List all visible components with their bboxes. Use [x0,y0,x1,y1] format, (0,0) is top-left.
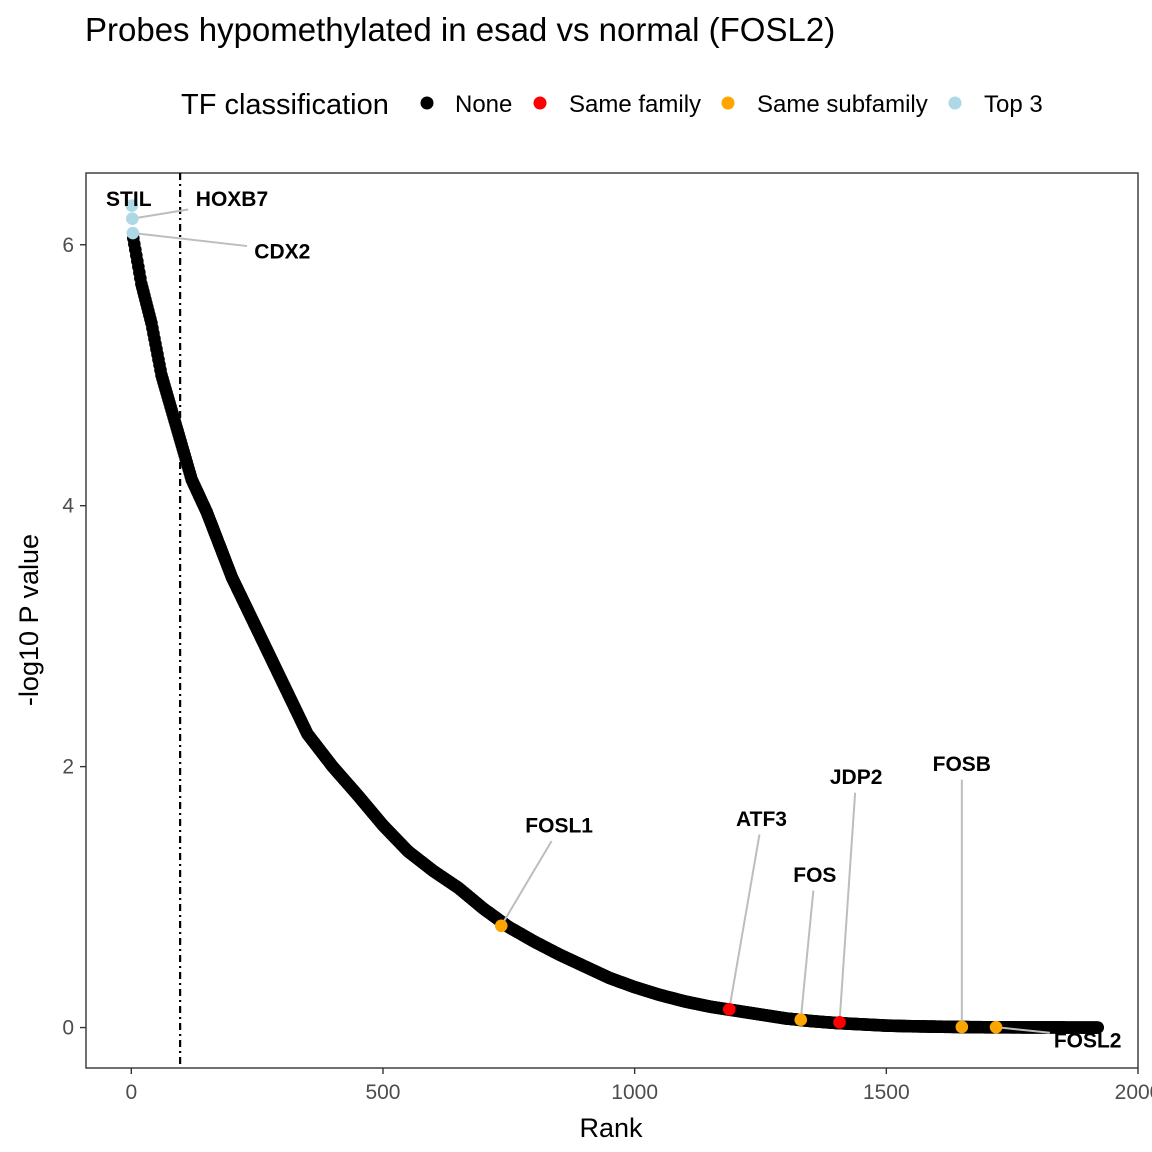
annotation-lines-layer [132,208,1051,1034]
legend-key-none [420,96,434,110]
y-tick-label: 6 [62,234,74,257]
annotation-line-fos [799,890,815,1020]
chart-title: Probes hypomethylated in esad vs normal … [85,11,835,48]
annotation-label-fosb: FOSB [933,753,991,776]
y-axis-title: -log10 P value [14,534,44,706]
y-tick-label: 4 [62,495,74,518]
legend: TF classification None Same family Same su… [181,89,1043,121]
annotation-labels-layer: STIL HOXB7 CDX2 FOSL1 ATF3 FOS JDP2 FOSB FOSL2 [106,188,1121,1053]
annotation-label-fosl2: FOSL2 [1054,1030,1122,1053]
point-cdx2 [126,226,140,240]
point-fosb [955,1020,969,1034]
point-fosl2 [989,1020,1003,1034]
legend-label-same-family: Same family [569,91,701,118]
annotation-line-cdx2 [132,232,248,248]
annotation-label-stil: STIL [106,188,152,211]
annotation-label-hoxb7: HOXB7 [196,188,268,211]
legend-label-same-subfamily: Same subfamily [757,91,928,118]
annotation-label-atf3: ATF3 [736,808,787,831]
annotation-line-fosl2 [995,1026,1051,1034]
plot-panel [85,172,1139,1069]
data-point [1091,1021,1105,1034]
annotation-label-fos: FOS [793,864,836,887]
y-tick-label: 0 [62,1017,74,1040]
data-points-layer [127,231,1105,1034]
legend-title: TF classification [181,89,389,121]
legend-label-none: None [455,91,512,118]
annotation-label-fosl1: FOSL1 [525,814,593,837]
annotation-label-jdp2: JDP2 [830,766,883,789]
annotation-label-cdx2: CDX2 [254,240,310,263]
annotation-line-fosl1 [500,840,553,927]
point-hoxb7 [126,212,139,225]
legend-key-same-family [533,96,547,110]
legend-label-top-3: Top 3 [984,91,1043,118]
point-fos [794,1013,808,1027]
point-atf3 [722,1002,736,1016]
highlighted-points-layer [125,199,1003,1034]
y-tick-label: 2 [62,756,74,779]
annotation-line-jdp2 [838,792,857,1023]
x-tick-label: 500 [365,1081,400,1104]
point-fosl1 [494,919,508,933]
legend-key-top-3 [948,96,962,110]
annotation-line-atf3 [728,834,761,1010]
point-stil [125,199,139,212]
x-axis-title: Rank [579,1113,643,1143]
annotation-line-hoxb7 [132,208,189,220]
x-tick-label: 1500 [863,1081,910,1104]
x-tick-label: 0 [125,1081,137,1104]
point-jdp2 [833,1016,846,1029]
legend-key-same-subfamily [721,96,735,110]
x-tick-label: 1000 [611,1081,658,1104]
